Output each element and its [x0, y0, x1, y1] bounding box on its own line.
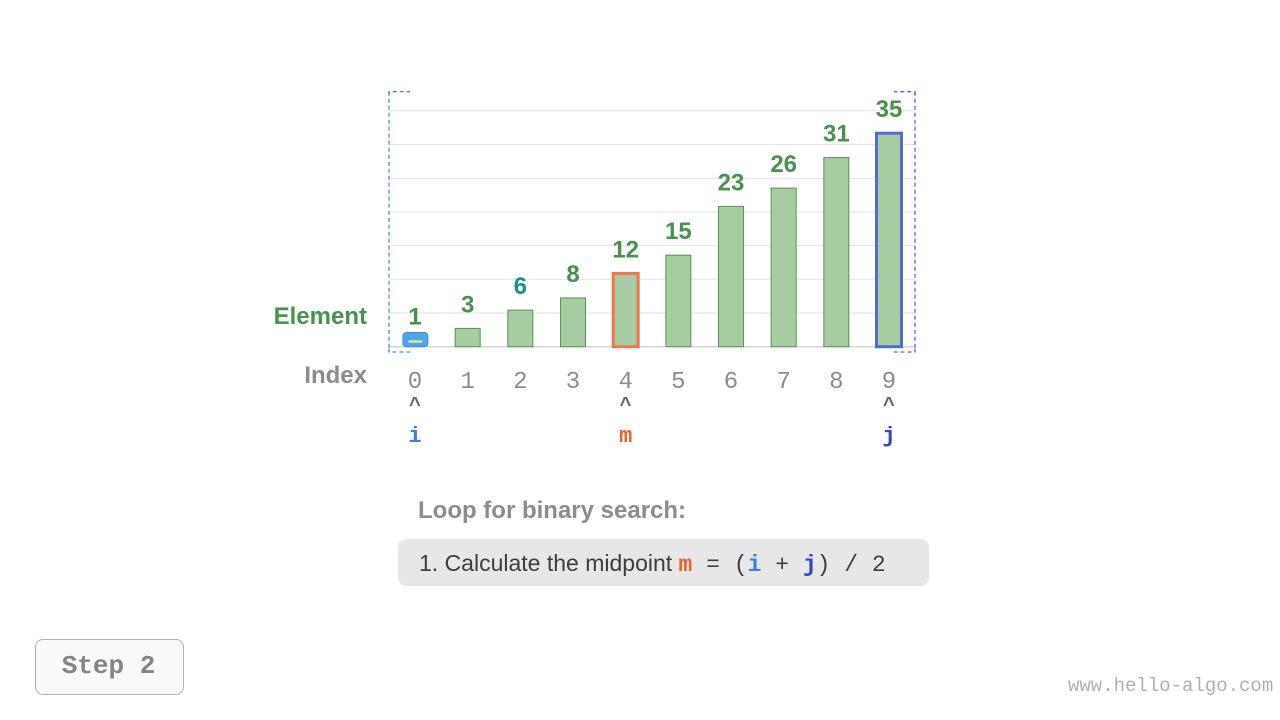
- svg-text:35: 35: [876, 96, 903, 123]
- svg-text:4: 4: [618, 369, 632, 396]
- svg-text:31: 31: [823, 121, 850, 148]
- svg-text:2: 2: [513, 369, 527, 396]
- svg-text:7: 7: [776, 369, 790, 396]
- svg-text:9: 9: [882, 369, 896, 396]
- svg-text:23: 23: [718, 169, 745, 196]
- svg-text:0: 0: [408, 369, 422, 396]
- svg-text:8: 8: [566, 261, 579, 288]
- svg-text:26: 26: [770, 151, 797, 178]
- svg-text:5: 5: [671, 369, 685, 396]
- svg-text:1: 1: [460, 369, 474, 396]
- svg-text:12: 12: [612, 237, 639, 264]
- svg-text:15: 15: [665, 218, 692, 245]
- svg-text:3: 3: [566, 369, 580, 396]
- svg-text:8: 8: [829, 369, 843, 396]
- svg-text:j: j: [882, 424, 895, 449]
- svg-text:Element: Element: [274, 303, 367, 330]
- svg-text:^: ^: [620, 395, 632, 418]
- svg-text:i: i: [408, 424, 421, 449]
- svg-text:m: m: [619, 424, 632, 449]
- svg-text:^: ^: [409, 395, 421, 418]
- svg-text:3: 3: [461, 291, 474, 318]
- svg-text:^: ^: [883, 395, 895, 418]
- svg-text:1: 1: [408, 304, 421, 331]
- svg-text:6: 6: [514, 273, 527, 300]
- svg-text:Index: Index: [304, 362, 367, 389]
- svg-text:6: 6: [724, 369, 738, 396]
